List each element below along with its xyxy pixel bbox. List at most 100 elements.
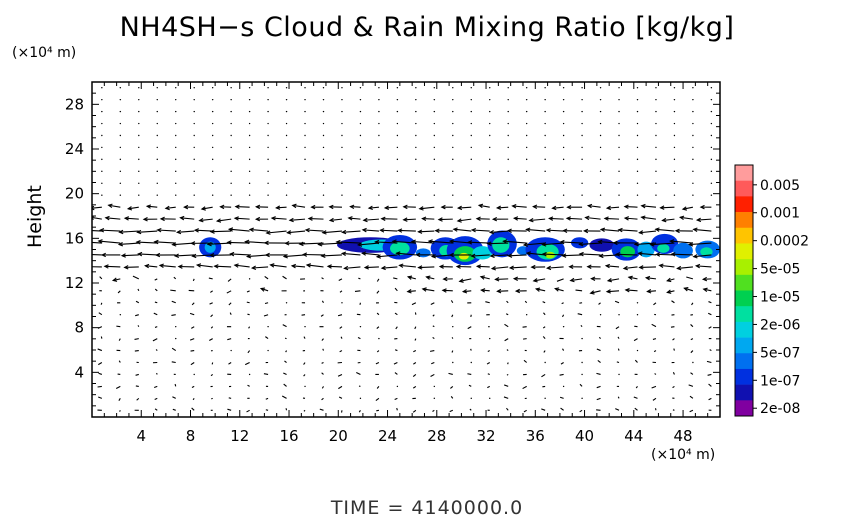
- colorbar-swatch: [735, 165, 753, 181]
- wind-arrow: [228, 362, 232, 365]
- wind-arrowhead: [441, 288, 447, 293]
- wind-arrow: [208, 277, 213, 280]
- wind-arrowhead: [226, 240, 232, 245]
- wind-arrowhead: [305, 263, 311, 268]
- wind-arrow: [655, 228, 675, 232]
- wind-arrow: [690, 324, 694, 328]
- vector-dot: [562, 146, 565, 149]
- wind-arrowhead: [541, 242, 547, 247]
- wind-arrow: [510, 266, 527, 269]
- vector-dot: [433, 182, 436, 184]
- wind-arrow: [299, 242, 324, 245]
- colorbar-frame: [734, 164, 754, 417]
- vector-dot: [470, 397, 472, 400]
- vector-dot: [470, 194, 472, 196]
- wind-arrow: [708, 326, 712, 329]
- wind-arrowhead: [640, 215, 646, 220]
- wind-arrow: [468, 384, 472, 387]
- wind-arrowhead: [213, 264, 219, 269]
- wind-arrowhead: [233, 216, 239, 221]
- wind-arrowhead: [534, 287, 541, 292]
- wind-arrowhead: [215, 218, 222, 223]
- vector-dot: [341, 182, 343, 184]
- wind-arrowhead: [678, 215, 685, 221]
- wind-arrowhead: [590, 276, 596, 281]
- vector-dot: [618, 182, 620, 184]
- wind-arrow: [177, 230, 195, 233]
- vector-dot: [525, 98, 528, 101]
- wind-arrow: [118, 338, 121, 341]
- colorbar-label: 0.0002: [760, 234, 809, 250]
- vector-dot: [322, 194, 325, 196]
- wind-arrowhead: [206, 241, 212, 247]
- wind-arrowhead: [198, 217, 204, 223]
- wind-arrowhead: [356, 242, 363, 247]
- wind-arrowhead: [475, 264, 482, 269]
- wind-arrow: [579, 242, 601, 245]
- wind-arrow: [458, 206, 472, 209]
- wind-arrowhead: [477, 203, 484, 209]
- wind-arrow: [156, 372, 158, 375]
- wind-arrowhead: [502, 239, 508, 244]
- wind-arrow: [633, 338, 638, 342]
- wind-arrowhead: [397, 228, 403, 233]
- vector-dot: [341, 302, 343, 304]
- vector-dot: [636, 182, 639, 184]
- wind-arrow: [357, 337, 361, 340]
- vector-dot: [230, 349, 232, 352]
- wind-arrow: [412, 374, 417, 378]
- vector-dot: [415, 98, 417, 101]
- wind-arrowhead: [511, 204, 517, 209]
- wind-arrowhead: [104, 215, 110, 221]
- wind-arrow: [249, 228, 269, 232]
- vector-dot: [433, 110, 436, 113]
- vector-dot: [489, 158, 491, 161]
- vector-dot: [285, 134, 288, 137]
- wind-arrow: [118, 360, 121, 363]
- wind-arrow: [646, 277, 657, 280]
- wind-arrow: [165, 206, 176, 209]
- vector-dot: [562, 194, 565, 196]
- wind-arrowhead: [270, 216, 276, 221]
- vector-dot: [489, 182, 491, 184]
- wind-arrow: [137, 325, 140, 327]
- wind-arrow: [670, 326, 675, 328]
- y-tick-label: 20: [65, 185, 84, 203]
- wind-arrow: [432, 325, 435, 328]
- wind-arrowhead: [623, 216, 629, 221]
- wind-arrow: [303, 336, 306, 339]
- wind-arrowhead: [603, 216, 609, 221]
- wind-arrowhead: [227, 227, 234, 232]
- vector-dot: [507, 122, 509, 125]
- vector-dot: [636, 134, 639, 137]
- wind-arrow: [561, 314, 565, 318]
- wind-arrowhead: [265, 230, 271, 235]
- wind-arrowhead: [155, 252, 161, 258]
- wind-arrow: [641, 216, 657, 220]
- wind-arrow: [226, 290, 232, 294]
- vector-dot: [304, 122, 306, 125]
- wind-arrow: [192, 254, 213, 257]
- wind-arrow: [414, 338, 417, 341]
- wind-arrow: [99, 276, 103, 280]
- vector-dot: [507, 86, 509, 89]
- wind-arrowhead: [244, 239, 250, 245]
- wind-arrow: [596, 348, 601, 352]
- vector-dot: [304, 110, 306, 113]
- wind-arrowhead: [692, 254, 698, 259]
- vector-dot: [285, 170, 288, 173]
- wind-arrow: [639, 266, 656, 269]
- vector-dot: [470, 158, 472, 161]
- vector-dot: [193, 373, 195, 376]
- vector-dot: [636, 86, 639, 89]
- wind-arrow: [319, 408, 324, 411]
- wind-arrow: [336, 241, 361, 244]
- vector-dot: [396, 134, 399, 137]
- wind-arrow: [171, 300, 176, 304]
- vector-dot: [673, 194, 676, 196]
- vector-dot: [562, 325, 565, 328]
- wind-arrowhead: [234, 204, 240, 209]
- vector-dot: [470, 86, 472, 89]
- wind-arrow: [615, 408, 620, 411]
- vector-dot: [599, 134, 602, 137]
